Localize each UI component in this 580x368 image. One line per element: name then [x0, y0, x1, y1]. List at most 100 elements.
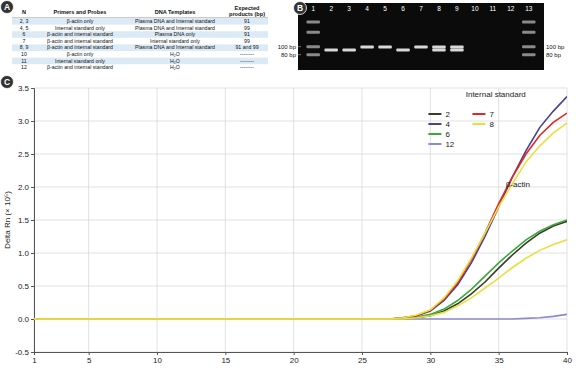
table-cell: 2, 3 [20, 18, 29, 24]
legend-swatch [428, 133, 441, 135]
marker-tick [298, 54, 301, 55]
annotation: Internal standard [466, 90, 526, 99]
x-tick-label: 20 [290, 356, 299, 365]
grid-line [34, 187, 567, 188]
series-line [34, 97, 567, 319]
table-header: Primers and Probes [54, 9, 107, 15]
legend-swatch [428, 113, 441, 115]
table-cell: Plasma DNA and Internal standard [135, 44, 215, 50]
lane-label: 6 [401, 5, 405, 12]
x-tick: 25 [358, 352, 367, 365]
legend-swatch [472, 123, 485, 125]
x-tick-mark [157, 352, 158, 355]
table-cell: 4, 5 [20, 25, 29, 31]
table-cell: 12 [21, 64, 27, 70]
legend-label: 4 [445, 120, 450, 129]
y-tick-mark [31, 253, 34, 254]
legend-swatch [428, 123, 441, 125]
table-cell: β-actin and internal standard [47, 44, 113, 50]
y-tick-label: 1.5 [18, 216, 30, 225]
gel-band [396, 49, 409, 52]
table-cell: Internal standard only [150, 38, 200, 44]
x-tick-mark [362, 352, 363, 355]
table-cell: Internal standard only [55, 25, 105, 31]
x-axis-line [35, 353, 568, 356]
legend-label: 7 [489, 110, 494, 119]
table-cell: -------- [240, 51, 254, 57]
table-cell: 99 [244, 25, 250, 31]
gel-band [522, 20, 535, 23]
lane-label: 8 [437, 5, 441, 12]
panel-label: A [4, 2, 10, 12]
y-tick: 0.0 [18, 315, 34, 324]
x-tick-label: 10 [153, 356, 162, 365]
x-tick: 20 [290, 352, 299, 365]
table-cell: Internal standard only [55, 58, 105, 64]
grid [34, 88, 567, 352]
table-cell: H₂O [170, 58, 180, 64]
marker-label: 80 bp [546, 52, 562, 58]
gel-band [360, 46, 373, 49]
table-header: DNA Templates [155, 9, 196, 15]
y-tick-mark [31, 187, 34, 188]
y-axis-title: Delta Rn (× 10⁵) [3, 191, 12, 249]
table: NPrimers and ProbesDNA TemplatesExpected… [12, 5, 268, 70]
gel-band [306, 45, 319, 48]
y-tick-mark [31, 319, 34, 320]
y-tick: 3.5 [18, 84, 34, 93]
figure: NPrimers and ProbesDNA TemplatesExpected… [0, 0, 580, 368]
panel-label: B [297, 3, 303, 13]
legend-label: 2 [445, 110, 450, 119]
y-tick-mark [31, 88, 34, 89]
gel: 12345678910111213100 bp100 bp80 bp80 bp [278, 3, 565, 70]
y-axis-line [31, 89, 35, 353]
x-tick: 40 [563, 352, 572, 365]
table-cell: Plasma DNA and Internal standard [135, 25, 215, 31]
lane-label: 12 [507, 5, 515, 12]
x-tick-mark [225, 352, 226, 355]
lane-label: 1 [311, 5, 315, 12]
x-tick: 5 [87, 352, 92, 365]
table-cell: H₂O [170, 64, 180, 70]
gel-band [306, 53, 319, 56]
y-tick-mark [31, 121, 34, 122]
table-header: N [22, 9, 26, 15]
x-tick: 35 [495, 352, 504, 365]
table-cell: 99 [244, 38, 250, 44]
lane-label: 11 [489, 5, 496, 12]
panel-label: C [4, 77, 10, 87]
table-cell: 7 [23, 38, 26, 44]
table-cell: Plasma DNA only [155, 31, 196, 37]
legend-label: 6 [445, 130, 450, 139]
lane-label: 13 [525, 5, 533, 12]
series-line [34, 113, 567, 319]
lane-label: 9 [455, 5, 459, 12]
x-tick-mark [567, 352, 568, 355]
y-tick: -0.5 [15, 348, 34, 357]
x-tick-label: 25 [358, 356, 367, 365]
series-line [34, 123, 567, 319]
table-cell: 10 [21, 51, 27, 57]
y-tick-label: 2.5 [18, 150, 30, 159]
gel-band [414, 46, 427, 49]
y-tick: 2.5 [18, 150, 34, 159]
table-cell: β-actin only [67, 18, 94, 24]
legend: 2461278 [428, 110, 494, 149]
x-tick-label: 15 [221, 356, 230, 365]
lane-label: 5 [383, 5, 387, 12]
table-cell: 91 [244, 31, 250, 37]
table-cell: β-actin and internal standard [47, 31, 113, 37]
x-tick-mark [499, 352, 500, 355]
table-cell: β-actin and internal standard [47, 64, 113, 70]
y-tick: 2.0 [18, 183, 34, 192]
series-line [34, 221, 567, 319]
table-cell: -------- [240, 64, 254, 70]
panel-badge [1, 1, 14, 14]
series-line [34, 240, 567, 319]
table-cell: Plasma DNA and Internal standard [135, 18, 215, 24]
gel-band [450, 46, 463, 49]
annotation: β-actin [506, 180, 530, 189]
panel-badge [1, 76, 14, 89]
table-cell: 11 [21, 58, 26, 64]
lane-label: 7 [419, 5, 423, 12]
